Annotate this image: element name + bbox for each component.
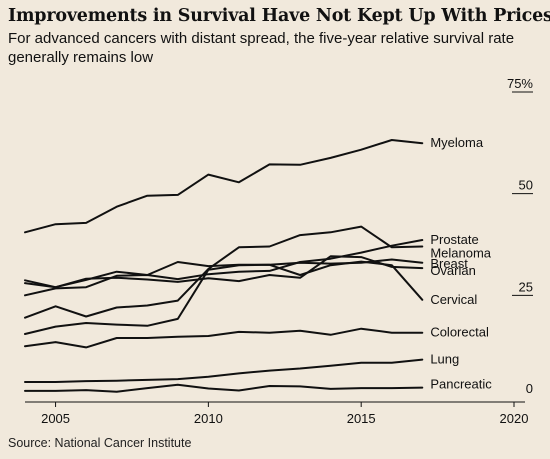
series-label-melanoma: Melanoma <box>430 246 491 261</box>
x-tick-label-2005: 2005 <box>41 411 70 426</box>
series-line-lung <box>24 358 424 383</box>
series-label-lung: Lung <box>430 352 459 367</box>
x-tick-label-2020: 2020 <box>500 411 529 426</box>
x-tick-label-2010: 2010 <box>194 411 223 426</box>
series-label-cervical: Cervical <box>430 292 477 307</box>
y-tick-label-0: 0 <box>526 381 533 396</box>
series-line-pancreatic <box>24 383 424 393</box>
x-tick-label-2015: 2015 <box>347 411 376 426</box>
chart-title: Improvements in Survival Have Not Kept U… <box>8 6 550 26</box>
series-lines <box>24 139 424 393</box>
series-label-colorectal: Colorectal <box>430 325 489 340</box>
source-note: Source: National Cancer Institute <box>8 436 192 450</box>
series-line-cervical <box>24 260 424 335</box>
y-tick-label-75: 75% <box>507 76 533 91</box>
series-line-colorectal <box>24 327 424 349</box>
series-label-ovarian: Ovarian <box>430 263 476 278</box>
series-label-prostate: Prostate <box>430 232 478 247</box>
y-tick-label-50: 50 <box>519 178 533 193</box>
series-line-prostate <box>24 239 424 297</box>
series-label-breast: Breast <box>430 256 468 271</box>
y-tick-label-25: 25 <box>519 279 533 294</box>
series-line-melanoma <box>24 225 424 319</box>
series-line-myeloma <box>24 139 424 234</box>
series-line-ovarian <box>24 255 424 289</box>
chart-subtitle: For advanced cancers with distant spread… <box>8 30 515 66</box>
series-label-myeloma: Myeloma <box>430 135 484 150</box>
series-label-pancreatic: Pancreatic <box>430 377 492 392</box>
axes: 2005 2010 2015 2020 0 25 50 75% <box>25 76 533 426</box>
